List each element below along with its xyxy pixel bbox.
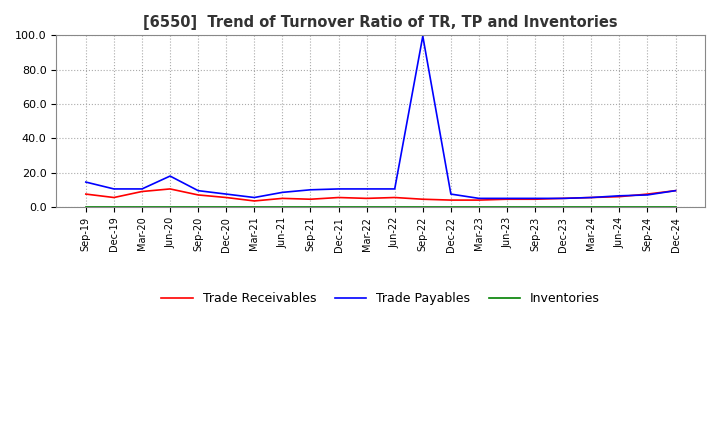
Trade Receivables xyxy=(559,196,567,201)
Inventories xyxy=(474,204,483,209)
Trade Receivables xyxy=(194,192,202,198)
Trade Receivables xyxy=(250,198,258,204)
Trade Payables xyxy=(166,173,174,179)
Trade Payables xyxy=(503,196,511,201)
Inventories xyxy=(362,204,371,209)
Inventories xyxy=(643,204,652,209)
Trade Payables xyxy=(81,180,90,185)
Trade Payables xyxy=(531,196,539,201)
Trade Payables xyxy=(671,188,680,193)
Inventories xyxy=(109,204,118,209)
Trade Payables xyxy=(643,192,652,198)
Inventories xyxy=(166,204,174,209)
Trade Receivables xyxy=(81,191,90,197)
Trade Receivables xyxy=(474,198,483,203)
Inventories xyxy=(587,204,595,209)
Trade Receivables xyxy=(503,197,511,202)
Trade Receivables xyxy=(334,195,343,200)
Inventories xyxy=(390,204,399,209)
Trade Receivables xyxy=(643,191,652,197)
Trade Payables xyxy=(250,195,258,200)
Trade Payables xyxy=(278,190,287,195)
Inventories xyxy=(531,204,539,209)
Title: [6550]  Trend of Turnover Ratio of TR, TP and Inventories: [6550] Trend of Turnover Ratio of TR, TP… xyxy=(143,15,618,30)
Trade Payables xyxy=(559,196,567,201)
Line: Trade Receivables: Trade Receivables xyxy=(86,189,675,201)
Trade Payables xyxy=(194,188,202,193)
Trade Payables xyxy=(390,186,399,191)
Inventories xyxy=(615,204,624,209)
Line: Trade Payables: Trade Payables xyxy=(86,36,675,198)
Trade Payables xyxy=(418,33,427,39)
Trade Receivables xyxy=(671,188,680,193)
Trade Receivables xyxy=(390,195,399,200)
Trade Receivables xyxy=(222,195,230,200)
Trade Receivables xyxy=(166,186,174,191)
Trade Receivables xyxy=(362,196,371,201)
Trade Payables xyxy=(474,196,483,201)
Trade Receivables xyxy=(109,195,118,200)
Trade Payables xyxy=(446,191,455,197)
Inventories xyxy=(446,204,455,209)
Inventories xyxy=(194,204,202,209)
Inventories xyxy=(81,204,90,209)
Trade Receivables xyxy=(531,197,539,202)
Inventories xyxy=(503,204,511,209)
Trade Payables xyxy=(587,195,595,200)
Inventories xyxy=(278,204,287,209)
Inventories xyxy=(559,204,567,209)
Trade Payables xyxy=(109,186,118,191)
Inventories xyxy=(138,204,146,209)
Inventories xyxy=(334,204,343,209)
Trade Payables xyxy=(138,186,146,191)
Trade Receivables xyxy=(446,198,455,203)
Trade Payables xyxy=(306,187,315,192)
Trade Payables xyxy=(334,186,343,191)
Trade Receivables xyxy=(138,189,146,194)
Inventories xyxy=(222,204,230,209)
Inventories xyxy=(671,204,680,209)
Trade Receivables xyxy=(278,196,287,201)
Trade Receivables xyxy=(587,195,595,200)
Trade Payables xyxy=(615,193,624,198)
Inventories xyxy=(306,204,315,209)
Trade Payables xyxy=(362,186,371,191)
Trade Receivables xyxy=(306,197,315,202)
Trade Receivables xyxy=(418,197,427,202)
Trade Payables xyxy=(222,191,230,197)
Inventories xyxy=(250,204,258,209)
Legend: Trade Receivables, Trade Payables, Inventories: Trade Receivables, Trade Payables, Inven… xyxy=(155,285,606,311)
Inventories xyxy=(418,204,427,209)
Trade Receivables xyxy=(615,194,624,199)
